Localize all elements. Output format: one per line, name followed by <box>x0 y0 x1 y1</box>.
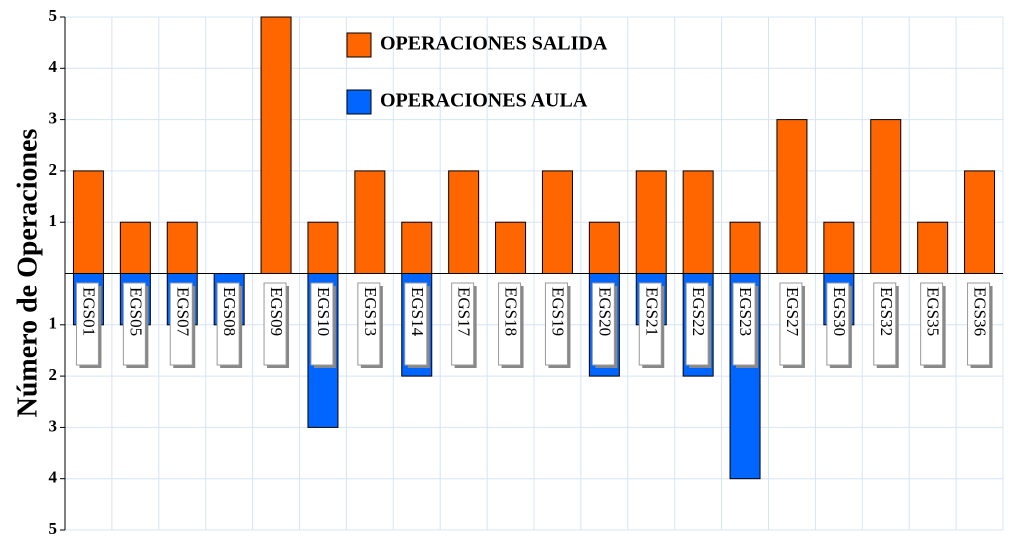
y-tick-label: 1 <box>49 211 58 230</box>
category-label: EGS09 <box>263 282 290 368</box>
category-label: EGS07 <box>169 282 196 368</box>
x-tick-label: EGS01 <box>80 287 99 336</box>
category-label: EGS19 <box>544 282 571 368</box>
x-tick-label: EGS05 <box>126 287 145 336</box>
label-box <box>544 282 568 366</box>
bar <box>588 221 620 274</box>
x-tick-label: EGS20 <box>595 287 614 336</box>
bar <box>917 221 949 274</box>
x-tick-label: EGS23 <box>736 287 755 336</box>
y-axis-label: Número de Operaciones <box>12 129 43 418</box>
bar <box>307 221 339 274</box>
category-label: EGS13 <box>357 282 383 368</box>
y-tick-label: 4 <box>49 57 58 76</box>
x-tick-label: EGS18 <box>502 287 521 336</box>
y-tick-label: 5 <box>49 519 58 538</box>
category-label: EGS20 <box>591 282 618 368</box>
label-box <box>498 282 522 366</box>
y-tick-label: 1 <box>49 314 58 333</box>
label-box <box>967 282 991 366</box>
x-tick-label: EGS30 <box>830 287 849 336</box>
y-tick-label: 3 <box>49 109 58 128</box>
legend-label: OPERACIONES SALIDA <box>380 33 608 55</box>
label-box <box>732 282 756 366</box>
category-label: EGS22 <box>685 282 712 368</box>
label-box <box>216 282 240 366</box>
x-tick-label: EGS07 <box>173 287 192 337</box>
category-label: EGS21 <box>638 282 665 368</box>
x-tick-label: EGS27 <box>783 287 802 337</box>
x-tick-label: EGS36 <box>971 287 990 336</box>
label-box <box>685 282 709 366</box>
bar <box>119 221 151 274</box>
label-box <box>920 282 944 366</box>
label-box <box>779 282 803 366</box>
bar <box>635 170 667 274</box>
label-box <box>310 282 334 366</box>
category-label: EGS10 <box>310 282 336 368</box>
label-box <box>169 282 193 366</box>
category-label: EGS27 <box>779 282 805 368</box>
label-box <box>451 282 475 366</box>
category-label: EGS08 <box>216 282 243 368</box>
bar <box>495 221 527 274</box>
category-label: EGS01 <box>75 282 102 368</box>
label-box <box>826 282 850 366</box>
bar <box>870 119 902 274</box>
x-tick-label: EGS08 <box>220 287 239 336</box>
legend-swatch <box>346 32 372 58</box>
bar <box>823 221 855 274</box>
bar <box>729 221 761 274</box>
label-box <box>357 282 381 366</box>
y-tick-label: 3 <box>49 416 58 435</box>
category-label: EGS32 <box>873 282 899 368</box>
x-tick-label: EGS32 <box>877 287 896 336</box>
category-label: EGS36 <box>967 282 993 368</box>
y-tick-label: 2 <box>49 365 58 384</box>
bar <box>541 170 573 274</box>
x-tick-label: EGS35 <box>924 287 943 336</box>
bar <box>354 170 386 274</box>
x-tick-label: EGS21 <box>642 287 661 336</box>
bar <box>448 170 480 274</box>
x-tick-label: EGS17 <box>455 287 474 337</box>
category-label: EGS17 <box>451 282 477 368</box>
bar <box>260 16 292 274</box>
category-label: EGS14 <box>404 282 430 368</box>
label-box <box>873 282 897 366</box>
bar <box>776 119 808 274</box>
x-tick-label: EGS19 <box>549 287 568 336</box>
bar <box>682 170 714 274</box>
legend-swatch <box>346 89 372 115</box>
y-tick-label: 2 <box>49 160 58 179</box>
category-label: EGS18 <box>498 282 524 368</box>
label-box <box>75 282 99 366</box>
label-box <box>638 282 662 366</box>
x-tick-label: EGS22 <box>689 287 708 336</box>
label-box <box>263 282 287 366</box>
x-tick-label: EGS13 <box>361 287 380 336</box>
y-tick-label: 5 <box>49 6 58 25</box>
legend-label: OPERACIONES AULA <box>380 90 588 112</box>
bar <box>166 221 198 274</box>
x-tick-label: EGS14 <box>408 287 427 337</box>
x-tick-label: EGS10 <box>314 287 333 336</box>
bar <box>964 170 996 274</box>
category-label: EGS23 <box>732 282 759 368</box>
category-label: EGS35 <box>920 282 946 368</box>
label-box <box>122 282 146 366</box>
label-box <box>404 282 428 366</box>
label-box <box>591 282 615 366</box>
bar <box>401 221 433 274</box>
y-tick-label: 4 <box>49 468 58 487</box>
x-tick-label: EGS09 <box>267 287 286 336</box>
category-label: EGS05 <box>122 282 149 368</box>
bar <box>72 170 104 274</box>
category-label: EGS30 <box>826 282 852 368</box>
